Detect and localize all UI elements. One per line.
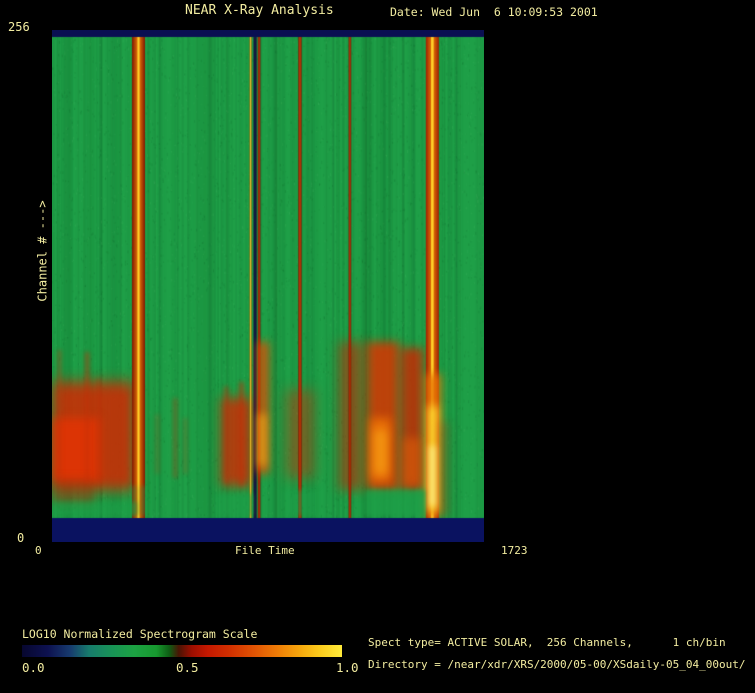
directory-info: Directory = /near/xdr/XRS/2000/05-00/XSd… [368, 658, 746, 671]
y-axis-min-label: 0 [17, 531, 25, 545]
x-axis-title: File Time [235, 544, 295, 557]
x-axis-max-label: 1723 [501, 544, 528, 557]
y-axis-title: Channel # ---> [35, 200, 50, 302]
spect-type-info: Spect type= ACTIVE SOLAR, 256 Channels, … [368, 636, 726, 649]
colorbar-tick-max: 1.0 [336, 660, 359, 675]
colorbar-title: LOG10 Normalized Spectrogram Scale [22, 627, 258, 641]
colorbar-tick-min: 0.0 [22, 660, 45, 675]
page-title: NEAR X-Ray Analysis [185, 3, 334, 18]
timestamp: Date: Wed Jun 6 10:09:53 2001 [390, 5, 598, 19]
colorbar-tick-mid: 0.5 [176, 660, 199, 675]
spectrogram-plot [52, 30, 484, 542]
colorbar-gradient [22, 645, 342, 657]
x-axis-min-label: 0 [35, 544, 42, 557]
y-axis-max-label: 256 [8, 20, 30, 34]
